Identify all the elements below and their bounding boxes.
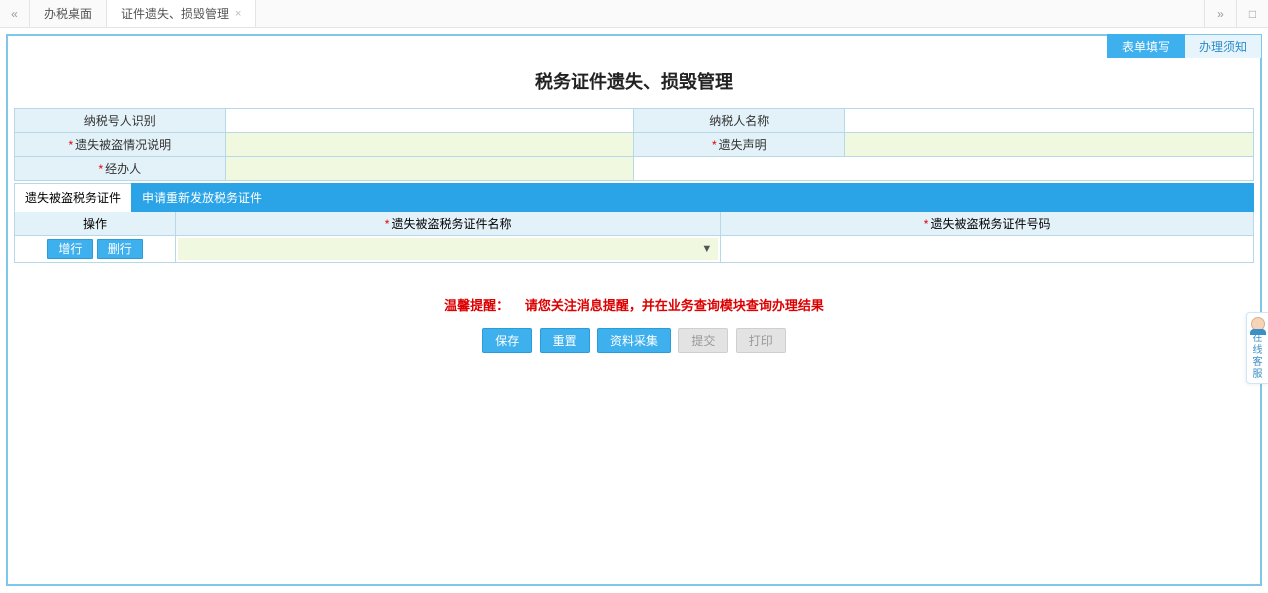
input-loss-statement[interactable]: [849, 136, 1249, 154]
grid-header: 操作 *遗失被盗税务证件名称 *遗失被盗税务证件号码: [15, 212, 1254, 236]
field-taxpayer-id: [225, 109, 634, 133]
col-cert-name: *遗失被盗税务证件名称: [176, 212, 721, 236]
form-table: 纳税号人识别 纳税人名称 *遗失被盗情况说明: [14, 108, 1254, 181]
subtab-label: 申请重新发放税务证件: [142, 191, 262, 205]
tabs-more[interactable]: »: [1204, 0, 1236, 27]
label-taxpayer-name: 纳税人名称: [634, 109, 845, 133]
reset-button[interactable]: 重置: [540, 328, 590, 353]
cert-name-select[interactable]: ▼: [178, 238, 718, 260]
field-loss-desc: [225, 133, 634, 157]
panel-tab-label: 表单填写: [1122, 38, 1170, 55]
input-handler[interactable]: [230, 160, 630, 178]
form-row: 纳税号人识别 纳税人名称: [15, 109, 1254, 133]
label-handler: *经办人: [15, 157, 226, 181]
col-op: 操作: [15, 212, 176, 236]
tab-label: 证件遗失、损毁管理: [121, 5, 229, 22]
tab-cert-loss[interactable]: 证件遗失、损毁管理 ×: [107, 0, 256, 27]
input-taxpayer-name[interactable]: [849, 112, 1249, 130]
label-taxpayer-id: 纳税号人识别: [15, 109, 226, 133]
save-button[interactable]: 保存: [482, 328, 532, 353]
print-button: 打印: [736, 328, 786, 353]
panel-tab-form[interactable]: 表单填写: [1107, 34, 1185, 58]
input-loss-desc[interactable]: [230, 136, 630, 154]
reminder-text: 请您关注消息提醒，并在业务查询模块查询办理结果: [525, 298, 824, 313]
col-cert-code: *遗失被盗税务证件号码: [721, 212, 1254, 236]
top-tabbar: « 办税桌面 证件遗失、损毁管理 × » □: [0, 0, 1268, 28]
grid-row: 增行 删行 ▼: [15, 236, 1254, 263]
form-row: *遗失被盗情况说明 *遗失声明: [15, 133, 1254, 157]
field-taxpayer-name: [845, 109, 1254, 133]
subtab-lost-certs[interactable]: 遗失被盗税务证件: [14, 183, 131, 212]
action-buttons: 保存 重置 资料采集 提交 打印: [14, 328, 1254, 353]
agent-avatar-icon: [1251, 317, 1265, 331]
tab-label: 办税桌面: [44, 5, 92, 22]
window-restore[interactable]: □: [1236, 0, 1268, 27]
online-service-label: 在线客服: [1248, 333, 1267, 381]
reminder: 温馨提醒： 请您关注消息提醒，并在业务查询模块查询办理结果: [14, 295, 1254, 314]
input-taxpayer-id[interactable]: [230, 112, 630, 130]
chevron-down-icon: ▼: [701, 243, 712, 255]
field-empty: [634, 157, 1254, 181]
label-loss-desc: *遗失被盗情况说明: [15, 133, 226, 157]
panel-tab-notice[interactable]: 办理须知: [1185, 34, 1262, 58]
delete-row-button[interactable]: 删行: [97, 239, 143, 259]
collect-button[interactable]: 资料采集: [597, 328, 671, 353]
workarea: 表单填写 办理须知 税务证件遗失、损毁管理 纳税号人识别: [0, 28, 1268, 588]
submit-button: 提交: [678, 328, 728, 353]
main-panel: 表单填写 办理须知 税务证件遗失、损毁管理 纳税号人识别: [6, 34, 1262, 586]
form-row: *经办人: [15, 157, 1254, 181]
tab-desktop[interactable]: 办税桌面: [30, 0, 107, 27]
subtabs: 遗失被盗税务证件 申请重新发放税务证件 操作 *遗失被盗税务证件名称 *遗失被盗…: [14, 183, 1254, 263]
cert-code-input[interactable]: [724, 242, 1250, 257]
reminder-label: 温馨提醒：: [444, 298, 509, 313]
chevrons-right-icon: »: [1217, 7, 1224, 21]
label-loss-statement: *遗失声明: [634, 133, 845, 157]
panel-tab-label: 办理须知: [1199, 38, 1247, 55]
panel-tabs: 表单填写 办理须知: [1107, 34, 1262, 58]
chevrons-left-icon: «: [11, 7, 18, 21]
cert-grid: 操作 *遗失被盗税务证件名称 *遗失被盗税务证件号码 增行 删行 ▼: [14, 211, 1254, 263]
field-loss-statement: [845, 133, 1254, 157]
field-handler: [225, 157, 634, 181]
subtab-reissue[interactable]: 申请重新发放税务证件: [131, 183, 1254, 212]
online-service-widget[interactable]: 在线客服: [1246, 312, 1268, 384]
page-title: 税务证件遗失、损毁管理: [14, 58, 1254, 108]
tabs-scroll-left[interactable]: «: [0, 0, 30, 27]
close-icon[interactable]: ×: [235, 8, 241, 20]
window-icon: □: [1249, 7, 1256, 21]
subtab-label: 遗失被盗税务证件: [25, 191, 121, 205]
add-row-button[interactable]: 增行: [47, 239, 93, 259]
